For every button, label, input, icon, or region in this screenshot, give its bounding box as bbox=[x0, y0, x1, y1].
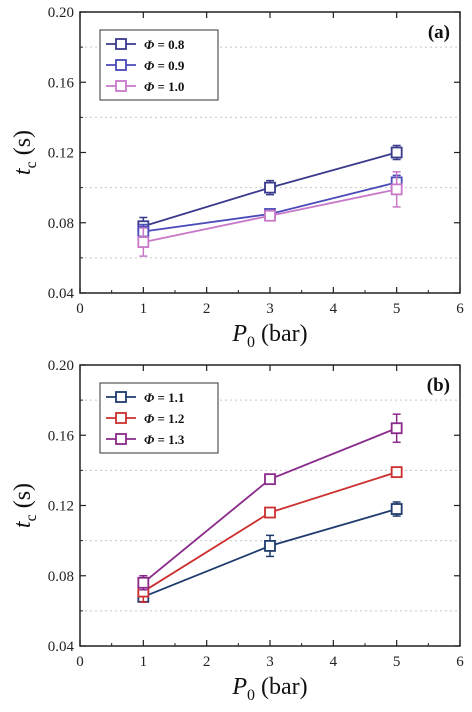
x-tick-label: 6 bbox=[456, 301, 464, 317]
x-tick-label: 0 bbox=[76, 654, 84, 670]
chart-panel-2: 0 1 2 3 4 5 6 0.04 0.08 0.12 0.16 0.20 P0 (bar) tc (s… bbox=[10, 358, 464, 704]
data-point bbox=[264, 209, 276, 222]
x-axis-label: P0 (bar) bbox=[231, 674, 307, 704]
x-tick-label: 4 bbox=[330, 654, 338, 670]
y-tick-label: 0.16 bbox=[48, 428, 75, 444]
series-3 bbox=[137, 171, 403, 257]
data-point bbox=[390, 503, 403, 515]
legend-label: Φ = 1.3 bbox=[144, 432, 185, 447]
chart-panel-1: 0 1 2 3 4 5 6 0.04 0.08 0.12 0.16 0.20 P0 (bar) tc (s… bbox=[10, 5, 464, 351]
x-tick-label: 4 bbox=[330, 301, 338, 317]
x-axis-label: P0 (bar) bbox=[231, 321, 307, 351]
data-point bbox=[390, 422, 403, 435]
x-tick-label: 6 bbox=[456, 654, 464, 670]
x-tick-label: 0 bbox=[76, 301, 84, 317]
x-tick-label: 3 bbox=[266, 654, 274, 670]
y-tick-label: 0.20 bbox=[48, 5, 74, 21]
y-tick-label: 0.08 bbox=[48, 569, 74, 585]
x-tick-label: 5 bbox=[393, 301, 401, 317]
legend-label: Φ = 0.9 bbox=[144, 58, 185, 73]
legend-label: Φ = 1.2 bbox=[144, 411, 184, 426]
x-tick-label: 3 bbox=[266, 301, 274, 317]
series-3 bbox=[137, 413, 403, 591]
data-point bbox=[137, 576, 150, 589]
legend-marker bbox=[115, 391, 127, 403]
legend-marker bbox=[115, 412, 127, 424]
panel-label: (a) bbox=[428, 22, 450, 43]
data-point bbox=[137, 236, 150, 248]
data-point bbox=[264, 539, 276, 552]
legend: Φ = 1.1 Φ = 1.2 Φ = 1.3 bbox=[99, 382, 219, 454]
x-tick-label: 1 bbox=[140, 301, 148, 317]
y-tick-label: 0.08 bbox=[48, 216, 74, 232]
x-tick-label: 5 bbox=[393, 654, 401, 670]
data-point bbox=[390, 183, 403, 196]
x-tick-label: 2 bbox=[203, 301, 211, 317]
legend: Φ = 0.8 Φ = 0.9 Φ = 1.0 bbox=[99, 29, 219, 101]
y-tick-label: 0.12 bbox=[48, 146, 74, 162]
data-point bbox=[264, 506, 276, 519]
y-axis-label: tc (s) bbox=[10, 130, 40, 175]
data-point bbox=[264, 473, 276, 486]
data-point bbox=[390, 466, 403, 479]
y-axis-label: tc (s) bbox=[10, 483, 40, 528]
y-tick-label: 0.20 bbox=[48, 358, 74, 374]
y-tick-label: 0.16 bbox=[48, 75, 75, 91]
legend-marker bbox=[115, 80, 127, 92]
legend-marker bbox=[115, 59, 127, 71]
x-tick-label: 2 bbox=[203, 654, 211, 670]
legend-marker bbox=[115, 433, 127, 445]
legend-label: Φ = 0.8 bbox=[144, 37, 185, 52]
x-tick-label: 1 bbox=[140, 654, 148, 670]
data-point bbox=[390, 146, 403, 159]
y-tick-label: 0.12 bbox=[48, 499, 74, 515]
legend-label: Φ = 1.1 bbox=[144, 390, 184, 405]
y-tick-label: 0.04 bbox=[48, 286, 75, 302]
y-tick-label: 0.04 bbox=[48, 639, 75, 655]
legend-marker bbox=[115, 38, 127, 50]
panel-label: (b) bbox=[427, 375, 450, 396]
series-line bbox=[142, 471, 397, 593]
data-point bbox=[264, 181, 276, 194]
legend-label: Φ = 1.0 bbox=[144, 79, 184, 94]
